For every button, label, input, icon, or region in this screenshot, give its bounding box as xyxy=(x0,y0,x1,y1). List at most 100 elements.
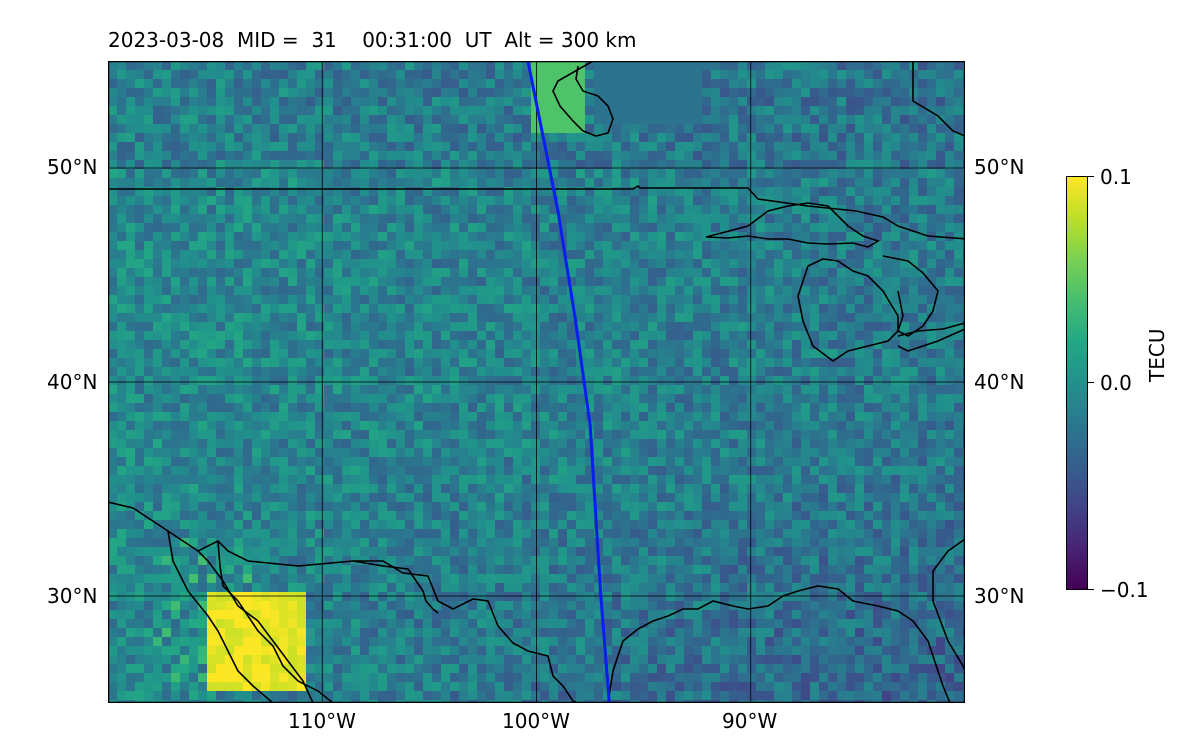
tec-cell xyxy=(837,286,847,296)
tec-cell xyxy=(504,196,514,206)
tec-cell xyxy=(306,241,316,251)
tec-cell xyxy=(900,232,910,242)
tec-cell xyxy=(648,358,658,368)
tec-cell xyxy=(189,241,199,251)
tec-cell xyxy=(693,178,703,188)
tec-cell xyxy=(126,88,136,98)
tec-cell xyxy=(144,358,154,368)
tec-cell xyxy=(720,277,730,287)
tec-cell xyxy=(954,169,964,179)
tec-cell xyxy=(594,439,604,449)
tec-cell xyxy=(432,277,442,287)
tec-cell xyxy=(216,349,226,359)
tec-cell xyxy=(126,340,136,350)
tec-cell xyxy=(783,61,793,71)
tec-cell xyxy=(486,322,496,332)
tec-cell xyxy=(711,142,721,152)
tec-cell xyxy=(468,187,478,197)
tec-cell xyxy=(468,106,478,116)
tec-cell xyxy=(342,214,352,224)
tec-cell xyxy=(684,475,694,485)
tec-cell xyxy=(216,466,226,476)
tec-cell xyxy=(288,331,298,341)
tec-cell xyxy=(765,88,775,98)
tec-cell xyxy=(927,151,937,161)
tec-cell xyxy=(603,313,613,323)
tec-cell xyxy=(279,349,289,359)
tec-cell xyxy=(288,241,298,251)
tec-cell xyxy=(153,511,163,521)
tec-cell xyxy=(513,412,523,422)
tec-cell xyxy=(396,448,406,458)
tec-cell xyxy=(252,403,262,413)
tec-cell xyxy=(918,223,928,233)
tec-cell xyxy=(360,394,370,404)
tec-cell xyxy=(882,196,892,206)
tec-cell xyxy=(531,394,541,404)
tec-cell xyxy=(711,511,721,521)
tec-cell xyxy=(315,295,325,305)
tec-cell xyxy=(378,97,388,107)
tec-cell xyxy=(252,385,262,395)
tec-cell xyxy=(666,88,676,98)
tec-cell xyxy=(693,268,703,278)
tec-cell xyxy=(720,520,730,530)
tec-cell xyxy=(225,223,235,233)
tec-cell xyxy=(846,160,856,170)
tec-cell xyxy=(729,403,739,413)
tec-cell xyxy=(342,133,352,143)
tec-cell xyxy=(252,115,262,125)
tec-cell xyxy=(792,466,802,476)
tec-cell xyxy=(288,88,298,98)
tec-cell xyxy=(558,151,568,161)
tec-cell xyxy=(657,115,667,125)
tec-cell xyxy=(189,466,199,476)
tec-cell xyxy=(567,322,577,332)
tec-cell xyxy=(837,484,847,494)
tec-cell xyxy=(324,412,334,422)
tec-cell xyxy=(594,403,604,413)
tec-cell xyxy=(855,511,865,521)
tec-cell xyxy=(234,70,244,80)
tec-cell xyxy=(477,97,487,107)
tec-cell xyxy=(891,106,901,116)
tec-cell xyxy=(648,439,658,449)
tec-cell xyxy=(360,97,370,107)
tec-cell xyxy=(864,223,874,233)
tec-cell xyxy=(666,61,676,71)
tec-cell xyxy=(720,106,730,116)
tec-cell xyxy=(504,493,514,503)
tec-cell xyxy=(828,268,838,278)
tec-cell xyxy=(459,466,469,476)
tec-cell xyxy=(810,205,820,215)
tec-cell xyxy=(162,403,172,413)
tec-cell xyxy=(162,304,172,314)
tec-cell xyxy=(189,457,199,467)
tec-cell xyxy=(594,115,604,125)
tec-cell xyxy=(549,214,559,224)
tec-cell xyxy=(846,403,856,413)
tec-cell xyxy=(117,214,127,224)
tec-cell xyxy=(243,493,253,503)
tec-cell xyxy=(513,241,523,251)
tec-cell xyxy=(297,187,307,197)
tec-cell xyxy=(729,79,739,89)
tec-cell xyxy=(117,79,127,89)
tec-cell xyxy=(603,376,613,386)
tec-cell xyxy=(180,169,190,179)
tec-cell xyxy=(909,295,919,305)
tec-cell xyxy=(486,403,496,413)
tec-cell xyxy=(936,187,946,197)
tec-cell xyxy=(414,511,424,521)
tec-cell xyxy=(234,466,244,476)
tec-cell xyxy=(351,124,361,134)
tec-cell xyxy=(486,439,496,449)
tec-cell xyxy=(135,97,145,107)
tec-cell xyxy=(693,520,703,530)
tec-cell xyxy=(198,142,208,152)
tec-cell xyxy=(369,151,379,161)
tec-cell xyxy=(567,106,577,116)
tec-cell xyxy=(405,133,415,143)
tec-cell xyxy=(144,403,154,413)
tec-cell xyxy=(414,304,424,314)
